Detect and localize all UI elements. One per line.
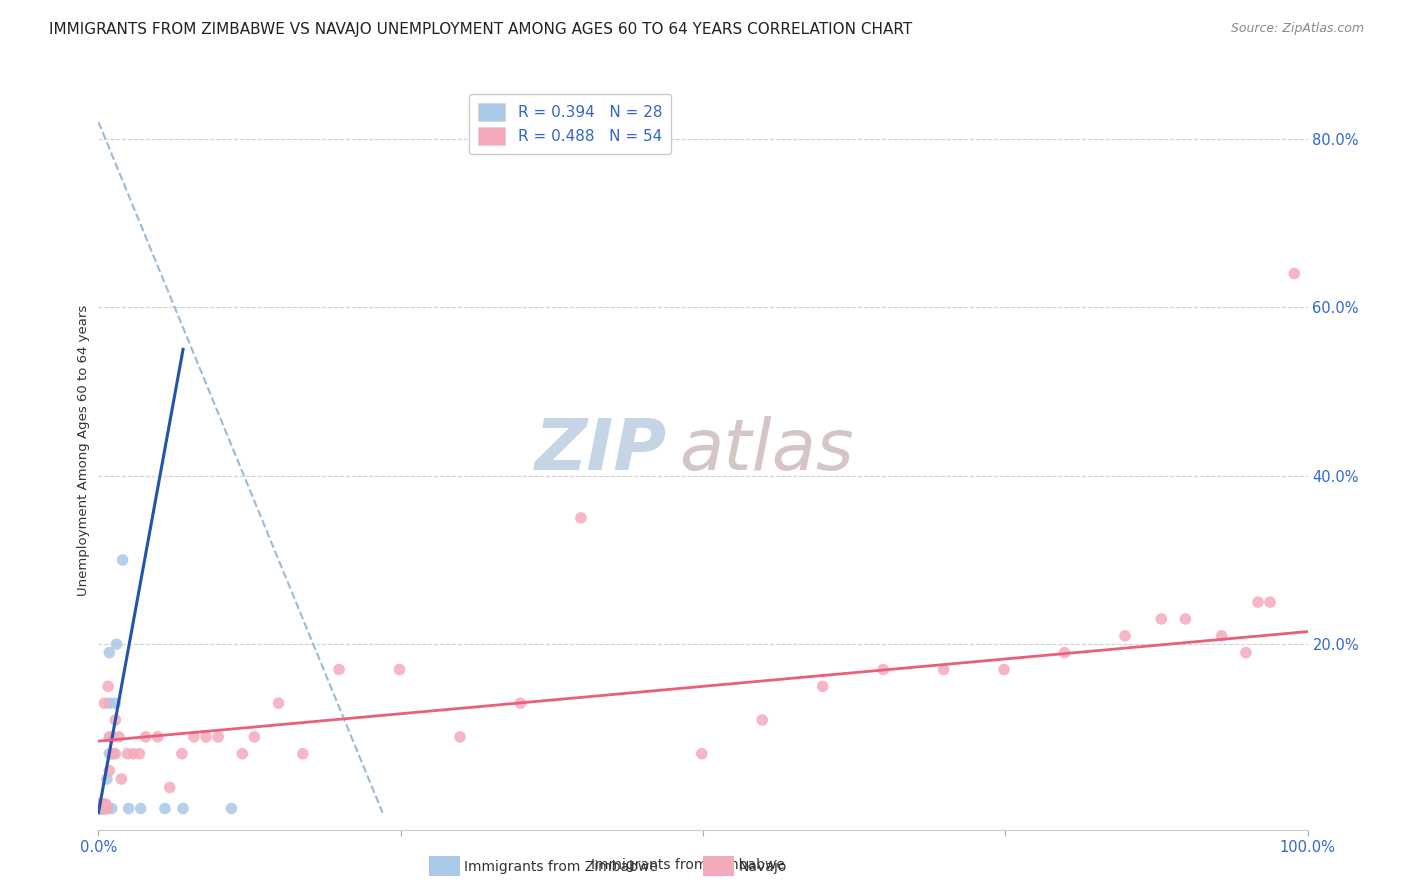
Point [89,797,111,812]
Point [110,772,132,786]
Point [96,772,118,786]
Point [91,801,114,815]
Point [291,747,314,761]
Point [98,764,121,778]
Point [509,696,531,710]
Point [1234,646,1257,660]
Point [98,747,121,761]
Point [243,730,266,744]
Point [231,747,253,761]
Point [449,730,471,744]
Point [91,797,114,812]
Text: Source: ZipAtlas.com: Source: ZipAtlas.com [1230,22,1364,36]
Point [159,780,181,795]
Point [135,730,157,744]
Point [91,801,114,815]
Point [1211,629,1233,643]
Text: ZIP: ZIP [534,416,666,485]
Point [91,801,114,815]
Point [569,511,592,525]
Point [104,696,127,710]
Text: atlas: atlas [679,416,853,485]
Point [98,730,121,744]
Point [105,637,128,651]
Point [101,730,124,744]
Point [97,801,120,815]
Point [122,747,145,761]
Point [94,801,117,815]
Point [221,801,243,815]
Point [93,801,115,815]
Point [1114,629,1136,643]
Point [118,801,141,815]
Point [101,747,124,761]
Point [97,679,120,693]
Point [932,663,955,677]
Point [91,797,114,812]
Point [91,797,114,812]
Point [993,663,1015,677]
Point [111,553,134,567]
Point [129,801,152,815]
Point [1053,646,1076,660]
Point [751,713,773,727]
Point [128,747,150,761]
Point [207,730,229,744]
Point [93,801,115,815]
Point [93,696,115,710]
Legend: R = 0.394   N = 28, R = 0.488   N = 54: R = 0.394 N = 28, R = 0.488 N = 54 [468,95,671,154]
Point [89,801,111,815]
Text: Navajo: Navajo [738,860,786,874]
Point [1247,595,1270,609]
Y-axis label: Unemployment Among Ages 60 to 64 years: Unemployment Among Ages 60 to 64 years [77,305,90,596]
Text: IMMIGRANTS FROM ZIMBABWE VS NAVAJO UNEMPLOYMENT AMONG AGES 60 TO 64 YEARS CORREL: IMMIGRANTS FROM ZIMBABWE VS NAVAJO UNEMP… [49,22,912,37]
Point [90,797,112,812]
Point [90,797,112,812]
Point [1174,612,1197,626]
Point [1150,612,1173,626]
Point [90,801,112,815]
Text: Immigrants from Zimbabwe: Immigrants from Zimbabwe [591,858,785,872]
Point [98,696,121,710]
Text: Immigrants from Zimbabwe: Immigrants from Zimbabwe [464,860,658,874]
Point [328,663,350,677]
Point [195,730,218,744]
Point [98,646,121,660]
Point [100,747,122,761]
Point [146,730,169,744]
Point [153,801,176,815]
Point [267,696,290,710]
Point [91,801,114,815]
Point [87,801,110,815]
Point [90,801,112,815]
Point [183,730,205,744]
Point [94,797,117,812]
Point [91,801,114,815]
Point [90,801,112,815]
Point [104,713,127,727]
Point [108,730,131,744]
Point [872,663,894,677]
Point [89,797,111,812]
Point [172,801,194,815]
Point [1258,595,1281,609]
Point [811,679,834,693]
Point [690,747,713,761]
Point [117,747,139,761]
Point [388,663,411,677]
Point [94,797,117,812]
Point [100,801,122,815]
Point [1284,267,1306,281]
Point [170,747,193,761]
Point [104,747,127,761]
Point [96,801,118,815]
